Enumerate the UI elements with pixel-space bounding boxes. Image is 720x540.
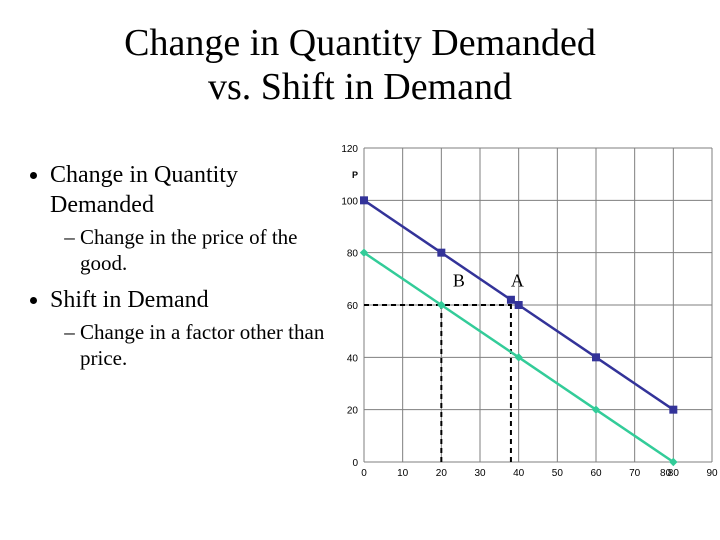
bullet-list: Change in Quantity Demanded Change in th…	[28, 160, 328, 379]
demand-chart: 0102030405060708090020406080100120P80BA	[328, 142, 718, 502]
svg-text:30: 30	[474, 468, 486, 479]
svg-text:10: 10	[397, 468, 409, 479]
svg-text:80: 80	[660, 468, 672, 479]
bullet-1-sub: Change in the price of the good.	[80, 224, 328, 277]
svg-text:0: 0	[361, 468, 367, 479]
slide-title: Change in Quantity Demanded vs. Shift in…	[0, 0, 720, 109]
svg-text:40: 40	[347, 353, 359, 364]
bullet-2: Shift in Demand Change in a factor other…	[50, 285, 328, 372]
svg-text:B: B	[453, 271, 465, 291]
svg-text:60: 60	[590, 468, 602, 479]
svg-text:70: 70	[629, 468, 641, 479]
svg-text:50: 50	[552, 468, 564, 479]
title-line-2: vs. Shift in Demand	[208, 66, 512, 108]
svg-text:20: 20	[436, 468, 448, 479]
svg-text:80: 80	[347, 249, 359, 260]
bullet-1-text: Change in Quantity Demanded	[50, 162, 238, 218]
bullet-1: Change in Quantity Demanded Change in th…	[50, 160, 328, 277]
svg-text:20: 20	[347, 406, 359, 417]
bullet-2-text: Shift in Demand	[50, 287, 209, 313]
svg-text:0: 0	[352, 458, 358, 469]
title-line-1: Change in Quantity Demanded	[124, 22, 596, 64]
bullet-2-sub: Change in a factor other than price.	[80, 319, 328, 372]
svg-text:120: 120	[341, 144, 358, 155]
svg-text:P: P	[352, 170, 358, 180]
svg-text:A: A	[511, 271, 524, 291]
svg-text:60: 60	[347, 301, 359, 312]
svg-text:40: 40	[513, 468, 525, 479]
svg-text:100: 100	[341, 196, 358, 207]
svg-text:90: 90	[706, 468, 718, 479]
